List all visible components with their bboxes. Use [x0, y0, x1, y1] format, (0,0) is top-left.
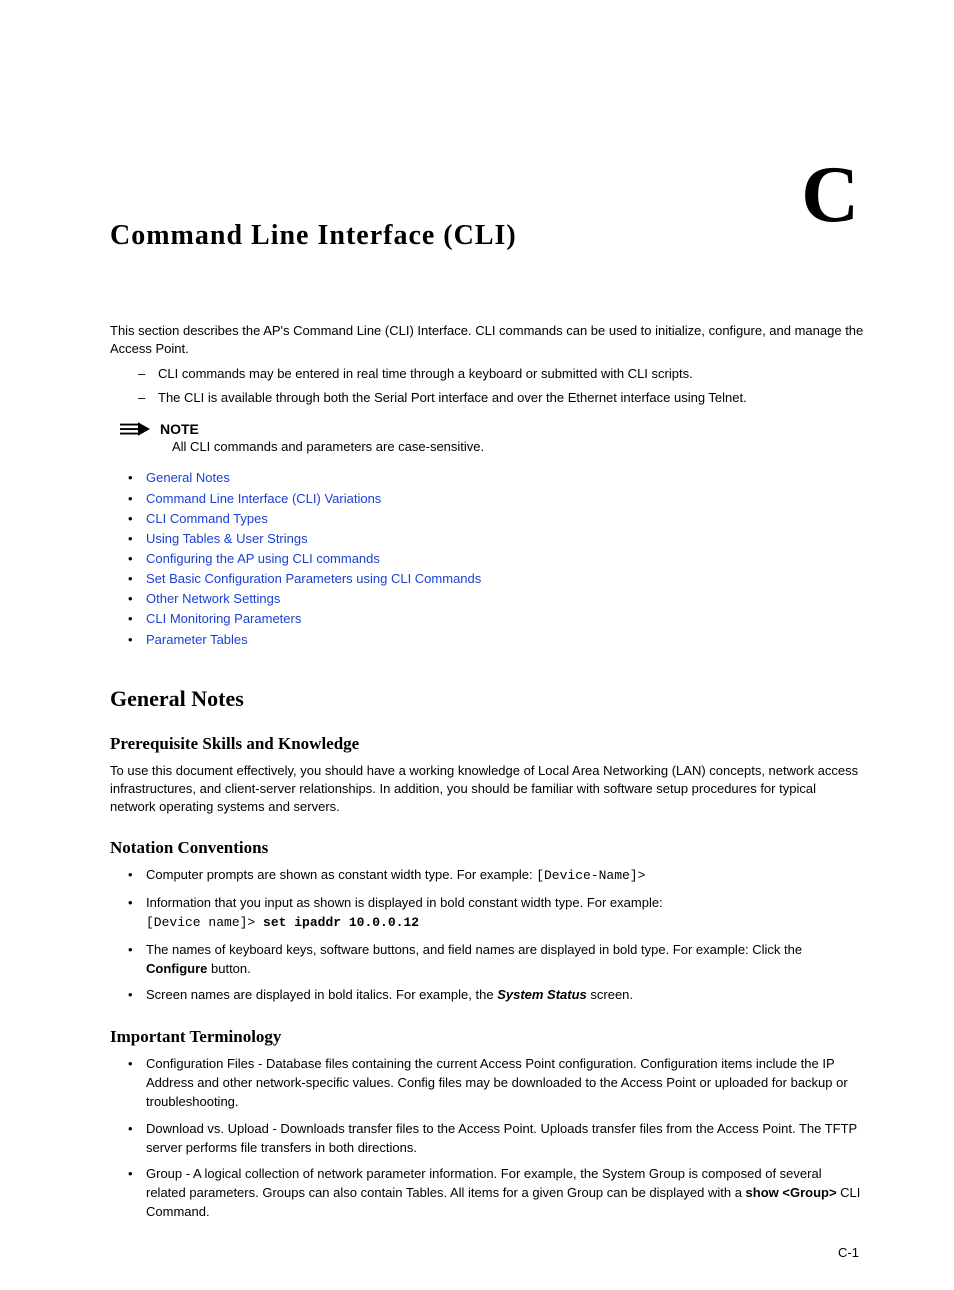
text-run: button.	[207, 961, 250, 976]
text-run: screen.	[587, 987, 633, 1002]
page-number: C-1	[838, 1245, 859, 1260]
toc-link[interactable]: CLI Command Types	[146, 511, 268, 526]
toc-item: Other Network Settings	[128, 589, 864, 609]
toc-link[interactable]: Using Tables & User Strings	[146, 531, 308, 546]
text-run: Computer prompts are shown as constant w…	[146, 867, 536, 882]
bold-text: Configure	[146, 961, 207, 976]
subsection-heading-notation: Notation Conventions	[110, 838, 864, 858]
subsection-heading-prereq: Prerequisite Skills and Knowledge	[110, 734, 864, 754]
list-item: Computer prompts are shown as constant w…	[128, 866, 864, 886]
note-arrow-icon	[120, 422, 150, 436]
toc-item: Set Basic Configuration Parameters using…	[128, 569, 864, 589]
note-header: NOTE	[120, 421, 864, 437]
text-run: The names of keyboard keys, software but…	[146, 942, 802, 957]
toc-link[interactable]: Parameter Tables	[146, 632, 248, 647]
subsection-heading-terminology: Important Terminology	[110, 1027, 864, 1047]
section-heading-general-notes: General Notes	[110, 686, 864, 712]
bold-text: show <Group>	[746, 1185, 837, 1200]
note-label: NOTE	[160, 421, 199, 437]
toc-item: CLI Command Types	[128, 509, 864, 529]
intro-paragraph: This section describes the AP's Command …	[110, 322, 864, 358]
note-body: All CLI commands and parameters are case…	[172, 439, 864, 454]
mono-bold-text: set ipaddr 10.0.0.12	[263, 915, 419, 930]
toc-item: Using Tables & User Strings	[128, 529, 864, 549]
page-title: Command Line Interface (CLI)	[110, 220, 864, 252]
terminology-list: Configuration Files - Database files con…	[110, 1055, 864, 1222]
note-block: NOTE All CLI commands and parameters are…	[120, 421, 864, 454]
list-item: Group - A logical collection of network …	[128, 1165, 864, 1222]
toc-item: Command Line Interface (CLI) Variations	[128, 489, 864, 509]
toc-link[interactable]: Configuring the AP using CLI commands	[146, 551, 380, 566]
mono-text: [Device name]>	[146, 915, 263, 930]
toc-item: CLI Monitoring Parameters	[128, 609, 864, 629]
list-item: Information that you input as shown is d…	[128, 894, 864, 933]
text-run: Group - A logical collection of network …	[146, 1166, 822, 1200]
toc-item: Configuring the AP using CLI commands	[128, 549, 864, 569]
intro-section: This section describes the AP's Command …	[110, 322, 864, 407]
list-item: Screen names are displayed in bold itali…	[128, 986, 864, 1005]
list-item: Configuration Files - Database files con…	[128, 1055, 864, 1112]
list-item: Download vs. Upload - Downloads transfer…	[128, 1120, 864, 1158]
toc-item: Parameter Tables	[128, 630, 864, 650]
toc-link[interactable]: Other Network Settings	[146, 591, 280, 606]
text-run: Information that you input as shown is d…	[146, 895, 663, 910]
bold-italic-text: System Status	[497, 987, 587, 1002]
mono-text: [Device-Name]>	[536, 868, 645, 883]
intro-dash-list: CLI commands may be entered in real time…	[110, 364, 864, 407]
text-run: Screen names are displayed in bold itali…	[146, 987, 497, 1002]
list-item: The names of keyboard keys, software but…	[128, 941, 864, 979]
toc-link[interactable]: Set Basic Configuration Parameters using…	[146, 571, 481, 586]
prereq-body: To use this document effectively, you sh…	[110, 762, 864, 817]
toc-link[interactable]: CLI Monitoring Parameters	[146, 611, 301, 626]
notation-list: Computer prompts are shown as constant w…	[110, 866, 864, 1005]
toc-item: General Notes	[128, 468, 864, 488]
toc-link[interactable]: Command Line Interface (CLI) Variations	[146, 491, 381, 506]
document-page: C Command Line Interface (CLI) This sect…	[0, 0, 954, 1290]
dash-item: CLI commands may be entered in real time…	[138, 364, 864, 384]
toc-link[interactable]: General Notes	[146, 470, 230, 485]
toc-list: General Notes Command Line Interface (CL…	[110, 468, 864, 649]
chapter-letter: C	[801, 155, 859, 235]
dash-item: The CLI is available through both the Se…	[138, 388, 864, 408]
